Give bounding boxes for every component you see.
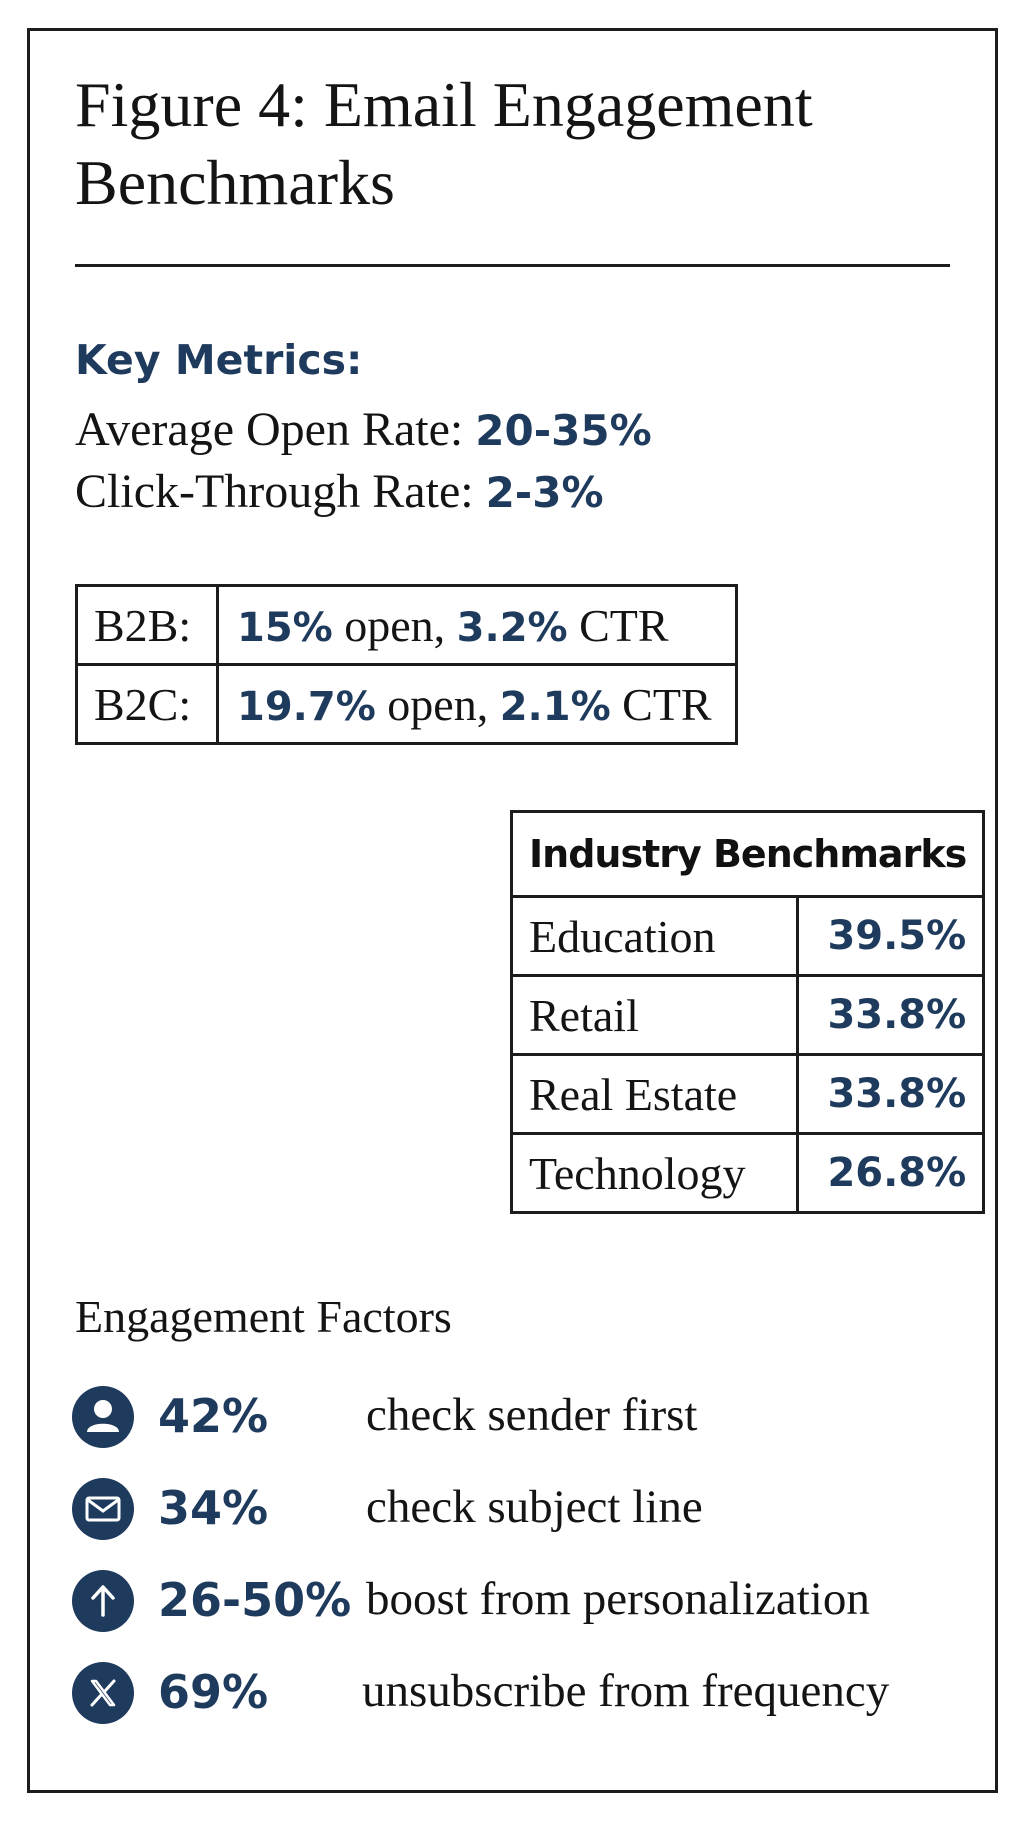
industry-open-rate: 33.8% bbox=[796, 974, 986, 1056]
segment-ctr: 3.2% bbox=[456, 604, 568, 651]
factor-description: unsubscribe from frequency bbox=[362, 1665, 890, 1717]
ctr-line: Click-Through Rate: 2-3% bbox=[75, 464, 604, 519]
title-divider bbox=[75, 264, 950, 267]
industry-header-row: Industry Benchmarks bbox=[509, 810, 986, 898]
industry-row: Technology 26.8% bbox=[509, 1132, 986, 1214]
segment-row-b2c: B2C: 19.7% open, 2.1% CTR bbox=[75, 663, 738, 745]
segment-ctr: 2.1% bbox=[499, 683, 611, 730]
industry-benchmarks-table: Industry Benchmarks Education 39.5% Reta… bbox=[509, 810, 986, 1214]
segment-value: 19.7% open, 2.1% CTR bbox=[216, 663, 738, 745]
factor-percentage: 42% bbox=[158, 1389, 269, 1443]
figure-title: Figure 4: Email Engagement Benchmarks bbox=[75, 66, 955, 222]
factor-item: 69% unsubscribe from frequency bbox=[72, 1660, 972, 1724]
segment-table: B2B: 15% open, 3.2% CTR B2C: 19.7% open,… bbox=[75, 584, 738, 745]
open-rate-line: Average Open Rate: 20-35% bbox=[75, 402, 652, 457]
factor-item: 26-50% boost from personalization bbox=[72, 1568, 972, 1632]
person-icon bbox=[72, 1386, 134, 1448]
industry-row: Retail 33.8% bbox=[509, 974, 986, 1056]
factor-percentage: 34% bbox=[158, 1481, 269, 1535]
segment-label: B2B: bbox=[75, 584, 219, 666]
open-rate-value: 20-35% bbox=[475, 406, 652, 455]
segment-row-b2b: B2B: 15% open, 3.2% CTR bbox=[75, 584, 738, 666]
industry-open-rate: 33.8% bbox=[796, 1053, 986, 1135]
segment-ctr-suffix: CTR bbox=[567, 599, 669, 651]
arrow-up-icon bbox=[72, 1570, 134, 1632]
x-icon bbox=[72, 1662, 134, 1724]
factor-item: 34% check subject line bbox=[72, 1476, 972, 1540]
figure-title-line-2: Benchmarks bbox=[75, 147, 395, 218]
industry-row: Real Estate 33.8% bbox=[509, 1053, 986, 1135]
ctr-label: Click-Through Rate: bbox=[75, 465, 486, 518]
segment-open-rate: 15% bbox=[237, 604, 333, 651]
segment-open-suffix: open, bbox=[375, 678, 500, 730]
envelope-icon bbox=[72, 1478, 134, 1540]
industry-name: Technology bbox=[509, 1132, 800, 1214]
segment-open-rate: 19.7% bbox=[237, 683, 376, 730]
factor-description: boost from personalization bbox=[366, 1573, 870, 1625]
ctr-value: 2-3% bbox=[485, 468, 604, 517]
segment-ctr-suffix: CTR bbox=[610, 678, 712, 730]
factor-percentage: 26-50% bbox=[158, 1573, 352, 1627]
key-metrics-heading: Key Metrics: bbox=[75, 336, 363, 384]
open-rate-label: Average Open Rate: bbox=[75, 403, 476, 456]
industry-name: Real Estate bbox=[509, 1053, 800, 1135]
industry-open-rate: 39.5% bbox=[796, 895, 986, 977]
segment-label: B2C: bbox=[75, 663, 219, 745]
industry-row: Education 39.5% bbox=[509, 895, 986, 977]
factor-description: check sender first bbox=[366, 1389, 698, 1441]
industry-name: Education bbox=[509, 895, 800, 977]
industry-benchmarks-heading: Industry Benchmarks bbox=[509, 810, 986, 898]
industry-open-rate: 26.8% bbox=[796, 1132, 986, 1214]
engagement-factors-heading: Engagement Factors bbox=[75, 1291, 452, 1342]
figure-title-line-1: Figure 4: Email Engagement bbox=[75, 69, 813, 140]
segment-open-suffix: open, bbox=[332, 599, 457, 651]
factor-description: check subject line bbox=[366, 1481, 703, 1533]
factor-percentage: 69% bbox=[158, 1665, 269, 1719]
industry-name: Retail bbox=[509, 974, 800, 1056]
factor-item: 42% check sender first bbox=[72, 1384, 972, 1448]
segment-value: 15% open, 3.2% CTR bbox=[216, 584, 738, 666]
